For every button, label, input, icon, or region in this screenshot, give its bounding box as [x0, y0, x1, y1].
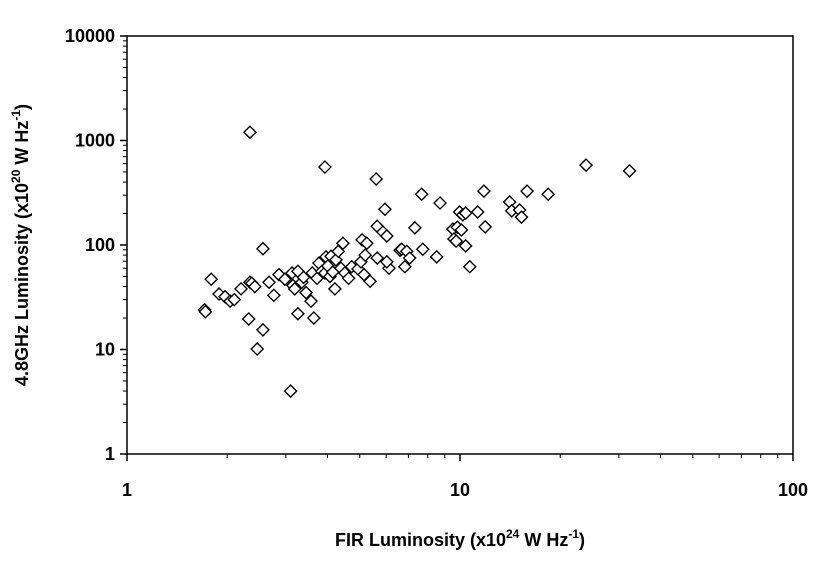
- point: [358, 248, 373, 263]
- point: [414, 187, 429, 202]
- point: [204, 272, 219, 287]
- point: [415, 242, 430, 257]
- point: [359, 236, 374, 251]
- point: [462, 259, 477, 274]
- point: [247, 279, 262, 294]
- point: [341, 271, 356, 286]
- point: [370, 251, 385, 266]
- point: [255, 322, 270, 337]
- point: [433, 196, 448, 211]
- point: [255, 241, 270, 256]
- y-axis-label: 4.8GHz Luminosity (x1020 W Hz-1): [9, 104, 32, 386]
- x-tick-label: 1: [122, 480, 132, 500]
- y-tick-label: 1: [105, 444, 115, 464]
- x-tick-label: 100: [778, 480, 808, 500]
- point: [283, 384, 298, 399]
- point: [266, 288, 281, 303]
- label-part: W Hz: [519, 530, 568, 550]
- point: [335, 236, 350, 251]
- point: [290, 306, 305, 321]
- point: [407, 220, 422, 235]
- point: [622, 163, 637, 178]
- point: [449, 234, 464, 249]
- y-tick-label: 10: [95, 340, 115, 360]
- point: [402, 251, 417, 266]
- point: [296, 270, 311, 285]
- point: [379, 228, 394, 243]
- y-tick-label: 100: [85, 235, 115, 255]
- point: [458, 206, 473, 221]
- point: [429, 249, 444, 264]
- x-axis-label: FIR Luminosity (x1024 W Hz-1): [335, 527, 585, 550]
- label-part: FIR Luminosity (x10: [335, 530, 506, 550]
- point: [287, 281, 302, 296]
- point: [327, 281, 342, 296]
- point: [476, 184, 491, 199]
- superscript: 24: [506, 527, 520, 541]
- point: [234, 281, 249, 296]
- label-part: ): [579, 530, 585, 550]
- point: [306, 311, 321, 326]
- point: [454, 223, 469, 238]
- superscript: -1: [568, 527, 579, 541]
- point: [198, 304, 213, 319]
- point: [514, 210, 529, 225]
- point: [541, 187, 556, 202]
- label-part: ): [12, 104, 32, 110]
- point: [262, 275, 277, 290]
- y-tick-label: 10000: [65, 26, 115, 46]
- x-tick-label: 10: [450, 480, 470, 500]
- point: [304, 294, 319, 309]
- point: [317, 160, 332, 175]
- point: [520, 184, 535, 199]
- point: [379, 254, 394, 269]
- superscript: -1: [9, 110, 23, 121]
- point: [277, 272, 292, 287]
- point: [363, 274, 378, 289]
- point: [227, 292, 242, 307]
- point: [377, 202, 392, 217]
- point: [397, 259, 412, 274]
- point: [579, 158, 593, 173]
- point: [242, 125, 257, 140]
- point: [241, 311, 256, 326]
- point: [299, 285, 314, 300]
- y-tick-label: 1000: [75, 131, 115, 151]
- point: [470, 204, 485, 219]
- superscript: 20: [9, 169, 23, 183]
- point: [369, 172, 384, 187]
- point: [458, 238, 473, 253]
- label-part: W Hz: [12, 121, 32, 170]
- point: [478, 219, 493, 234]
- point: [250, 342, 265, 357]
- label-part: 4.8GHz Luminosity (x10: [12, 183, 32, 386]
